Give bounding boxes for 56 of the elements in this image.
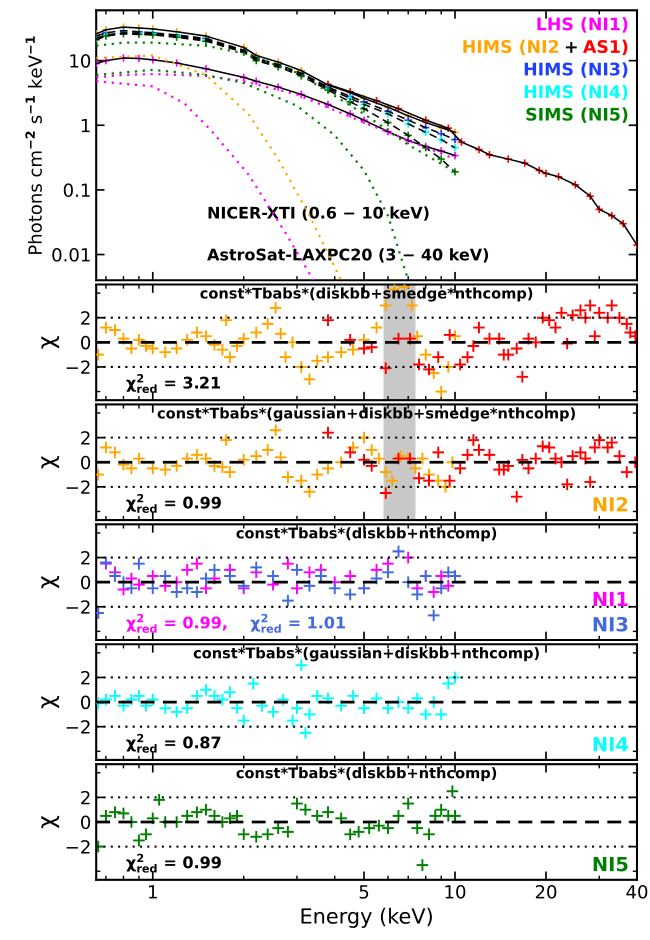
- chart-title: const*Tbabs*(diskbb+nthcomp): [236, 527, 496, 542]
- annotation: χ$^{2}$$_{red}$ = 0.99: [126, 854, 221, 873]
- y-tick-label: −2: [66, 840, 90, 854]
- y-tick-label: 2: [81, 311, 90, 325]
- y-tick-label: 0: [81, 456, 90, 470]
- y-axis-title: χ: [41, 576, 60, 588]
- x-axis-title: Energy (keV): [302, 908, 432, 928]
- annotation: +: [566, 42, 577, 53]
- text: HIMS (NI3): [524, 62, 628, 78]
- annotation: χ$^{2}$$_{red}$ = 0.87: [126, 734, 220, 753]
- x-tick-label: 5: [360, 885, 368, 899]
- y-tick-label: 0: [81, 576, 90, 590]
- text: SIMS (NI5): [526, 107, 628, 123]
- chart-title: const*Tbabs*(diskbb+nthcomp): [236, 767, 496, 782]
- y-tick-label: −2: [66, 360, 90, 374]
- y-tick-label: 2: [81, 670, 90, 684]
- annotation: χ$^{2}$$_{red}$ = 3.21: [126, 374, 220, 394]
- text: NI3: [594, 616, 628, 632]
- annotation: AstroSat-LAXPC20 (3 − 40 keV): [207, 248, 488, 262]
- text: AS1): [583, 40, 628, 56]
- y-axis-title: χ: [41, 336, 60, 348]
- y-tick-label: 0: [81, 336, 90, 350]
- y-tick-label: −2: [66, 720, 90, 734]
- annotation: χ$^{2}$$_{red}$ = 1.01: [250, 614, 345, 633]
- chart-title: const*Tbabs*(gaussian+diskbb+nthcomp): [194, 647, 539, 662]
- text: NI1: [594, 592, 628, 606]
- x-tick-label: 40: [626, 885, 648, 899]
- annotation: χ$^{2}$$_{red}$ = 0.99: [126, 494, 221, 513]
- chart-title: const*Tbabs*(diskbb+smedge*nthcomp): [200, 287, 532, 302]
- text: HIMS (NI2: [463, 40, 558, 56]
- y-tick-label: 0.1: [64, 183, 90, 198]
- y-tick-label: 10: [70, 54, 90, 68]
- y-tick-label: −2: [66, 480, 90, 494]
- x-tick-label: 10: [446, 885, 466, 899]
- y-axis-title: χ: [41, 816, 60, 828]
- text: NI5: [594, 856, 628, 872]
- annotation: χ$^{2}$$_{red}$ = 0.99,: [126, 614, 226, 633]
- y-tick-label: 0.01: [52, 248, 90, 262]
- text: LHS (NI1): [537, 17, 628, 33]
- annotation: NICER-XTI (0.6 − 10 keV): [208, 206, 429, 221]
- y-axis-title: χ: [41, 456, 60, 468]
- y-tick-label: 0: [81, 696, 90, 710]
- y-tick-label: 1: [82, 118, 90, 132]
- y-axis-title: χ: [41, 696, 60, 708]
- x-tick-label: 20: [536, 885, 556, 899]
- y-tick-label: −2: [66, 600, 90, 614]
- y-tick-label: 2: [81, 551, 90, 564]
- y-tick-label: 2: [81, 431, 90, 444]
- x-tick-label: 1: [148, 885, 157, 898]
- y-tick-label: 0: [81, 815, 90, 830]
- text: NI4: [594, 737, 628, 752]
- y-tick-label: 2: [81, 790, 90, 804]
- text: NI2: [594, 496, 628, 512]
- chart-title: const*Tbabs*(gaussian+diskbb+smedge*nthcomp): [158, 407, 575, 422]
- y-axis-title: Photons cm$^{−2}$ s$^{−1}$ keV$^{−1}$: [25, 36, 42, 254]
- text: HIMS (NI4): [524, 84, 628, 100]
